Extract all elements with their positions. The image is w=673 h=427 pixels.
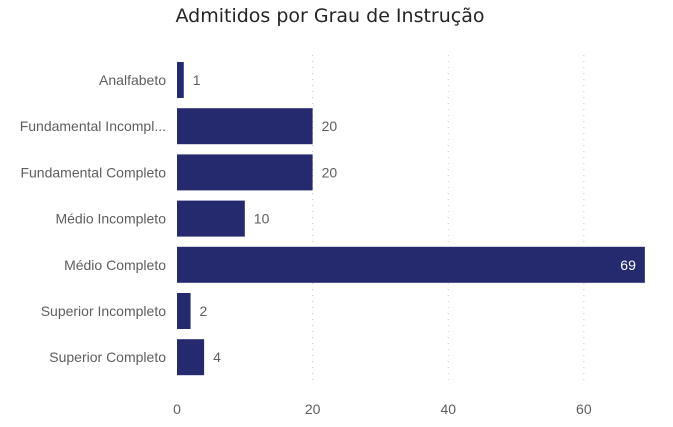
category-label: Médio Completo [64, 257, 166, 273]
data-label: 4 [213, 349, 221, 365]
category-label: Superior Incompleto [41, 303, 167, 319]
x-tick-label: 0 [173, 401, 181, 417]
bar-3[interactable] [177, 200, 245, 237]
data-label: 2 [200, 303, 208, 319]
bar-5[interactable] [177, 293, 191, 329]
category-label: Médio Incompleto [55, 211, 166, 227]
x-tick-label: 40 [440, 401, 456, 417]
data-label: 1 [193, 72, 201, 88]
bar-4[interactable] [177, 246, 645, 283]
category-label: Analfabeto [99, 72, 166, 88]
bar-6[interactable] [177, 339, 205, 376]
chart-title: Admitidos por Grau de Instrução [175, 5, 485, 27]
x-tick-label: 20 [305, 401, 321, 417]
bar-0[interactable] [177, 62, 184, 98]
bar-1[interactable] [177, 108, 313, 145]
category-label: Fundamental Incompl... [20, 118, 166, 134]
data-label: 20 [322, 118, 338, 134]
bar-2[interactable] [177, 154, 313, 191]
data-label: 10 [254, 211, 270, 227]
category-label: Superior Completo [49, 349, 166, 365]
category-label: Fundamental Completo [20, 164, 166, 180]
data-label: 20 [322, 164, 338, 180]
x-tick-label: 60 [576, 401, 592, 417]
data-label: 69 [620, 257, 636, 273]
